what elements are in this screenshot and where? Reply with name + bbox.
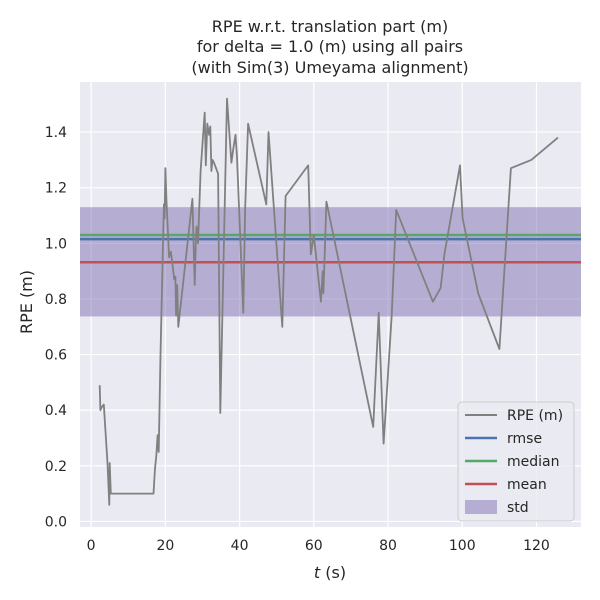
legend-label-rpe: RPE (m) (507, 408, 563, 424)
x-axis-label-variable: t (314, 563, 321, 582)
x-axis-label: t (s) (314, 563, 346, 582)
legend-box (457, 401, 575, 522)
x-tick-label: 80 (379, 538, 397, 554)
chart-title-line-3: (with Sim(3) Umeyama alignment) (191, 58, 468, 77)
x-axis-label-unit: (s) (320, 563, 346, 582)
chart-title-line-1: RPE w.r.t. translation part (m) (212, 17, 448, 36)
legend-label-median: median (507, 454, 559, 470)
y-tick-label: 1.4 (45, 125, 67, 141)
y-tick-label: 0.0 (45, 514, 67, 530)
chart-title-line-2: for delta = 1.0 (m) using all pairs (197, 37, 463, 56)
y-tick-label: 0.8 (45, 292, 67, 308)
y-tick-label: 0.2 (45, 459, 67, 475)
y-tick-label: 1.0 (45, 236, 67, 252)
y-tick-label: 0.6 (45, 348, 67, 364)
y-tick-label: 1.2 (45, 181, 67, 197)
series-layer (98, 97, 559, 506)
x-tick-label: 120 (523, 538, 550, 554)
x-tick-label: 20 (156, 538, 174, 554)
legend: RPE (m) rmse median mean std (457, 401, 575, 522)
tick-labels: 0 20 40 60 80 100 120 0.0 0.2 0.4 0.6 0.8 1.0 1.2 1.4 (45, 125, 550, 554)
x-tick-label: 0 (87, 538, 96, 554)
legend-swatch-std (465, 500, 497, 514)
legend-label-rmse: rmse (507, 431, 542, 447)
rpe-series-line (98, 97, 559, 506)
y-axis-label: RPE (m) (17, 270, 36, 334)
y-tick-label: 0.4 (45, 403, 67, 419)
x-tick-label: 40 (231, 538, 249, 554)
legend-label-mean: mean (507, 477, 547, 493)
legend-label-std: std (507, 500, 529, 516)
x-tick-label: 60 (305, 538, 323, 554)
x-tick-label: 100 (449, 538, 476, 554)
